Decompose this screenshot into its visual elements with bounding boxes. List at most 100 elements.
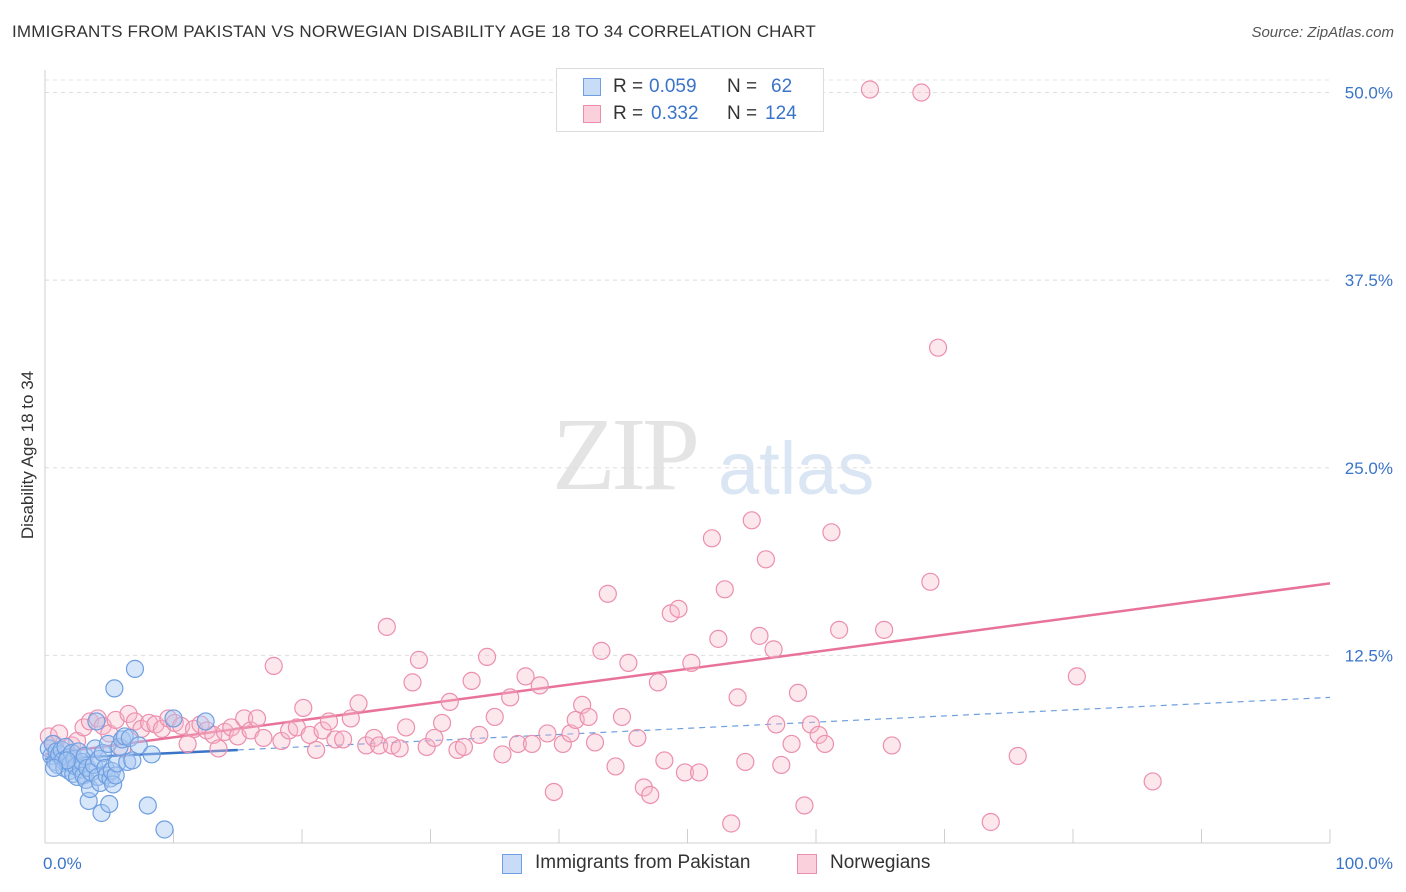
norwegian-point	[1143, 772, 1162, 791]
n-value: 62	[771, 76, 793, 97]
norwegian-point	[822, 523, 841, 542]
pakistan-point	[44, 758, 64, 778]
pakistan-point	[129, 736, 148, 755]
n-value: 124	[765, 103, 797, 124]
norwegian-point	[606, 757, 625, 776]
norwegian-point	[809, 725, 828, 745]
norwegian-point	[641, 785, 660, 805]
norwegian-point	[742, 511, 761, 530]
norwegian-point	[830, 620, 849, 639]
norwegian-point	[1008, 746, 1027, 766]
norwegian-point	[222, 718, 241, 737]
norwegian-point	[702, 529, 722, 548]
norwegian-point	[772, 755, 791, 775]
norwegian-point	[921, 572, 940, 591]
r-label: R =	[613, 76, 644, 97]
legend-row-pakistan: R = 0.059 N = 62	[557, 74, 823, 100]
norwegian-point	[516, 667, 535, 686]
x-tick-labels: 0.0% 100.0%	[43, 854, 1393, 873]
pakistan-point	[142, 745, 161, 764]
pakistan-point	[100, 794, 119, 814]
norwegian-point	[544, 782, 563, 802]
norwegian-point	[462, 671, 481, 690]
norwegian-point	[357, 736, 376, 755]
pakistan-point	[164, 709, 183, 728]
norwegian-point	[928, 338, 948, 357]
norwegian-point	[579, 707, 598, 727]
norwegian-point	[390, 739, 409, 758]
norwegian-point	[648, 673, 668, 692]
norwegian-point	[722, 814, 741, 833]
norwegian-point	[592, 641, 611, 660]
norwegian-point	[612, 707, 632, 727]
norwegian-legend-swatch	[797, 854, 817, 874]
norwegian-point	[204, 725, 223, 745]
norwegian-point	[860, 80, 880, 99]
watermark-atlas: atlas	[718, 427, 875, 510]
norwegian-point	[756, 550, 775, 569]
norwegian-point	[750, 626, 769, 645]
pakistan-point	[112, 730, 132, 749]
watermark-zip: ZIP	[552, 397, 700, 512]
y-tick-label: 37.5%	[1345, 271, 1393, 290]
norwegian-point	[307, 740, 326, 760]
norwegian-point	[254, 728, 273, 748]
norwegian-point	[403, 673, 422, 692]
norwegian-point	[598, 584, 617, 603]
norwegian-point	[912, 83, 931, 102]
pakistan-point	[123, 751, 142, 770]
norwegian-point	[715, 580, 734, 599]
norwegian-point	[815, 734, 835, 754]
norwegian-point	[764, 640, 783, 659]
pakistan-point	[196, 712, 215, 731]
pakistan-legend-label: Immigrants from Pakistan	[535, 852, 751, 873]
n-label: N =	[727, 103, 758, 124]
norwegian-point	[409, 650, 429, 669]
x-tick-label: 0.0%	[43, 854, 82, 873]
n-label: N =	[727, 76, 758, 97]
norwegian-point	[326, 730, 345, 749]
pakistan-point	[138, 796, 157, 815]
norwegian-point	[313, 721, 332, 740]
r-value: 0.332	[651, 103, 699, 124]
pakistan-point	[93, 743, 112, 763]
norwegian-point	[119, 704, 138, 724]
norwegian-point	[788, 683, 808, 703]
norwegian-swatch	[583, 105, 601, 123]
norwegian-point	[432, 713, 452, 733]
pakistan-swatch	[583, 78, 601, 96]
source-label: Source: ZipAtlas.com	[1251, 24, 1394, 41]
norwegian-point	[561, 724, 580, 743]
norwegian-point	[634, 778, 653, 797]
norwegian-point	[538, 724, 557, 743]
norwegian-point	[294, 698, 313, 718]
norwegian-point	[689, 763, 709, 782]
pakistan-legend-swatch	[502, 854, 522, 874]
norwegian-point	[178, 734, 197, 754]
norwegian-point	[477, 647, 497, 666]
norwegian-point	[454, 737, 474, 757]
legend-row-norwegians: R = 0.332 N = 124	[557, 101, 823, 127]
y-tick-label: 50.0%	[1345, 84, 1393, 103]
pakistan-point	[125, 659, 145, 678]
norwegian-point	[470, 725, 489, 745]
norwegian-point	[485, 707, 504, 727]
norwegian-point	[1067, 667, 1086, 686]
norwegian-point	[767, 715, 786, 734]
norwegian-point	[349, 694, 368, 713]
norwegian-point	[377, 617, 396, 636]
norwegian-point	[981, 812, 1000, 832]
norwegian-point	[875, 620, 894, 639]
norwegian-point	[425, 728, 444, 748]
axes	[44, 70, 1331, 844]
norwegian-point	[334, 730, 353, 749]
norwegian-point	[209, 739, 228, 758]
norwegian-point	[669, 599, 688, 618]
norwegian-trend-line	[44, 582, 1331, 756]
norwegian-point	[508, 734, 527, 754]
norwegian-point	[728, 688, 747, 707]
grid	[45, 79, 1330, 656]
norwegian-point	[247, 709, 267, 728]
r-label: R =	[613, 103, 644, 124]
